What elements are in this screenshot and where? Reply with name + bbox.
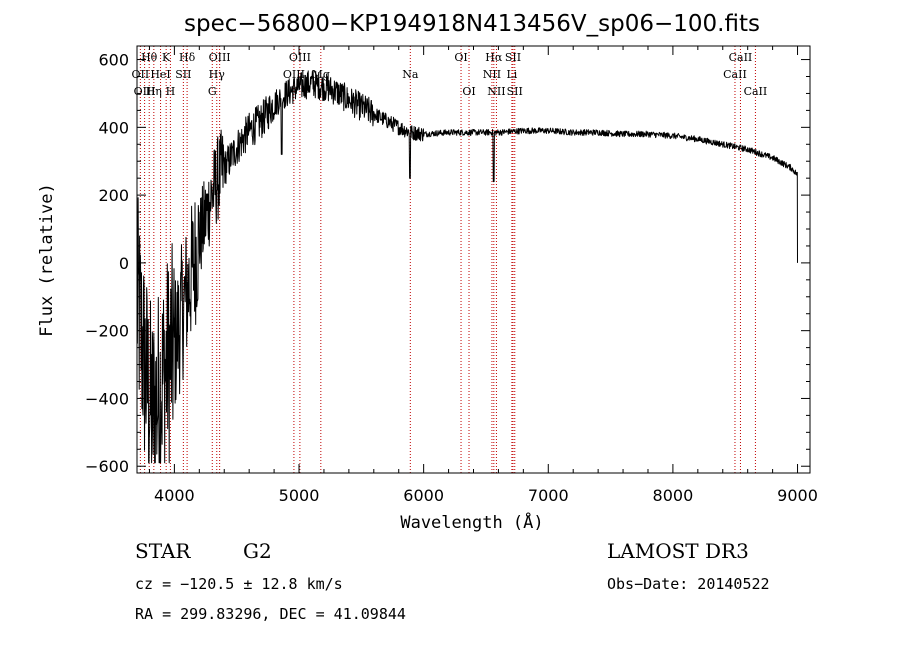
x-tick-label: 5000	[279, 486, 320, 505]
y-tick-label: 200	[98, 186, 129, 205]
line-label: Hη	[146, 85, 162, 98]
y-tick-label: 400	[98, 118, 129, 137]
line-label: NII	[483, 68, 501, 81]
subclass-label: G2	[243, 539, 272, 563]
x-tick-label: 4000	[154, 486, 195, 505]
chart-title: spec−56800−KP194918N413456V_sp06−100.fit…	[184, 11, 760, 37]
y-tick-label: −600	[85, 457, 129, 476]
y-axis-label: Flux (relative)	[37, 183, 57, 337]
line-label: K	[162, 51, 171, 64]
radec-readout: RA = 299.83296, DEC = 41.09844	[135, 605, 406, 623]
survey-label: LAMOST DR3	[607, 539, 749, 563]
line-label: HeI	[150, 68, 170, 81]
line-label: SII	[505, 51, 521, 64]
obs-date: Obs−Date: 20140522	[607, 575, 770, 593]
line-label: OI	[462, 85, 475, 98]
line-label: OIII	[209, 51, 231, 64]
line-label: NII	[487, 85, 505, 98]
class-label: STAR	[135, 539, 191, 563]
line-label: H	[166, 85, 176, 98]
y-tick-label: −200	[85, 322, 129, 341]
spectrum-group	[136, 70, 798, 464]
x-tick-label: 7000	[528, 486, 569, 505]
line-label: SII	[175, 68, 191, 81]
line-label: OIII	[289, 51, 311, 64]
line-label: Hθ	[141, 51, 158, 64]
line-label: Hγ	[209, 68, 226, 81]
plot-frame	[136, 45, 811, 474]
line-label: OIII	[283, 68, 305, 81]
y-tick-label: 0	[119, 254, 129, 273]
line-label: CaII	[729, 51, 753, 64]
line-markers	[139, 46, 756, 473]
x-axis-ticks: 4000 5000 6000 7000 8000 9000	[148, 46, 818, 505]
line-label: CaII	[723, 68, 747, 81]
line-label: SII	[507, 85, 523, 98]
line-label: Mg	[312, 68, 330, 81]
cz-readout: cz = −120.5 ± 12.8 km/s	[135, 575, 343, 593]
spectrum-line	[136, 70, 798, 464]
x-tick-label: 9000	[777, 486, 818, 505]
x-tick-label: 8000	[653, 486, 694, 505]
line-label: CaII	[744, 85, 768, 98]
line-label: Hδ	[179, 51, 196, 64]
x-axis-label: Wavelength (Å)	[400, 511, 543, 533]
y-tick-label: −400	[85, 389, 129, 408]
y-axis-ticks: −600 −400 −200 0 200 400 600	[85, 51, 810, 476]
line-label: Li	[506, 68, 517, 81]
line-label: Hα	[485, 51, 503, 64]
line-label: OII	[132, 68, 150, 81]
line-label: OI	[454, 51, 467, 64]
line-label: G	[208, 85, 217, 98]
y-tick-label: 600	[98, 51, 129, 70]
x-tick-label: 6000	[403, 486, 444, 505]
line-label: OIII	[134, 85, 156, 98]
line-label: Na	[402, 68, 419, 81]
